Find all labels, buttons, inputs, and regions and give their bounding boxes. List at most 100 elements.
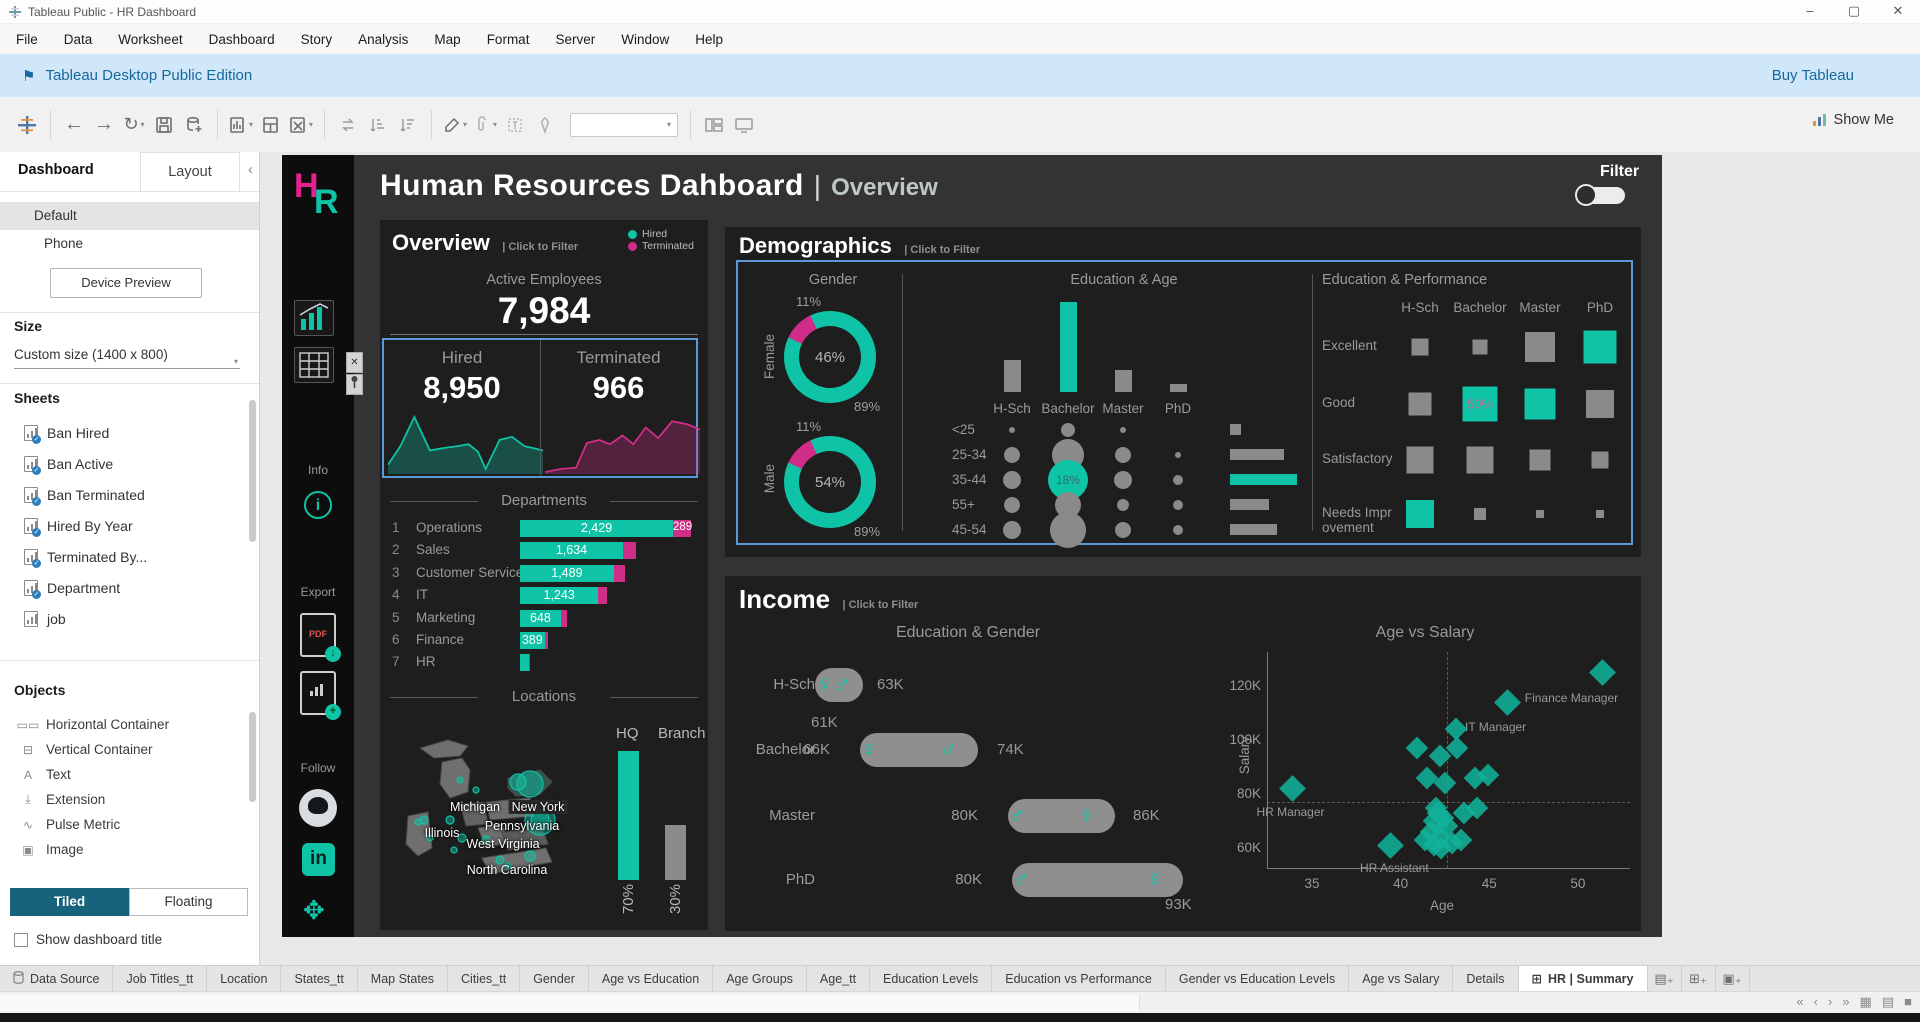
linkedin-icon[interactable]: in — [302, 843, 335, 876]
object-item-extension[interactable]: ⤓ Extension — [0, 787, 246, 812]
swap-axes-button[interactable] — [333, 108, 363, 142]
department-row[interactable]: 1 Operations 2,429 289 — [390, 520, 700, 538]
branch-bar[interactable] — [665, 824, 686, 880]
last-record-icon[interactable]: » — [1842, 994, 1850, 1009]
menu-help[interactable]: Help — [695, 31, 723, 47]
edu-age-row-bar[interactable] — [1230, 499, 1269, 510]
department-row[interactable]: 4 IT 1,243 — [390, 587, 700, 605]
department-row[interactable]: 7 HR — [390, 654, 700, 672]
show-me-button[interactable]: Show Me — [1812, 112, 1894, 128]
undo-redo-button[interactable]: ↻ ▾ — [123, 114, 145, 134]
tiled-button[interactable]: Tiled — [10, 888, 129, 916]
edu-perf-cell[interactable] — [1466, 446, 1494, 474]
gender-donut-female[interactable]: 46% — [784, 311, 876, 403]
hq-bar[interactable] — [618, 750, 639, 880]
department-terminated-bar[interactable] — [528, 654, 531, 672]
edu-age-bar-bachelor[interactable] — [1060, 302, 1077, 392]
sheet-tab-location[interactable]: Location — [207, 966, 282, 991]
move-handle-icon[interactable]: ✥ — [303, 895, 325, 925]
edu-age-dot[interactable] — [1004, 497, 1020, 513]
income-track[interactable] — [1012, 863, 1183, 897]
department-terminated-bar[interactable] — [560, 609, 567, 627]
sheet-tab-age-vs-salary[interactable]: Age vs Salary — [1349, 966, 1454, 991]
overview-panel[interactable]: Overview | Click to Filter Hired Terminat… — [380, 220, 708, 930]
income-panel[interactable]: Income | Click to Filter Education & Gen… — [725, 576, 1641, 931]
menu-data[interactable]: Data — [63, 31, 93, 47]
add-data-button[interactable] — [179, 108, 209, 142]
edu-age-dot[interactable] — [1003, 521, 1021, 539]
object-item-pulse-metric[interactable]: ∿ Pulse Metric — [0, 812, 246, 837]
gender-donut-male[interactable]: 54% — [784, 436, 876, 528]
object-item-vertical-container[interactable]: ⊟ Vertical Container — [0, 737, 246, 762]
fit-selector[interactable]: ▾ — [570, 108, 678, 142]
edu-age-dot[interactable] — [1009, 427, 1015, 433]
export-pdf-icon[interactable]: PDF ↓ — [300, 613, 341, 662]
department-hired-bar[interactable] — [520, 654, 529, 672]
sheets-scrollbar[interactable] — [249, 400, 256, 542]
demographics-container[interactable]: Gender Female Male Education & Age H-Sch… — [736, 260, 1633, 548]
tab-layout[interactable]: Layout — [140, 152, 240, 192]
objects-scrollbar[interactable] — [249, 712, 256, 802]
edu-age-dot[interactable] — [1173, 500, 1183, 510]
edu-age-dot[interactable] — [1061, 423, 1075, 437]
menu-worksheet[interactable]: Worksheet — [118, 31, 183, 47]
department-hired-bar[interactable]: 2,429 — [520, 520, 673, 537]
minimize-button[interactable]: – — [1806, 2, 1814, 18]
tableau-logo-icon[interactable] — [12, 108, 42, 142]
menu-server[interactable]: Server — [555, 31, 596, 47]
new-story-tab-button[interactable]: ▣₊ — [1716, 966, 1750, 991]
buy-tableau-link[interactable]: Buy Tableau — [1771, 67, 1854, 84]
menu-analysis[interactable]: Analysis — [358, 31, 409, 47]
sheet-tab-data-source[interactable]: Data Source — [0, 966, 114, 991]
edu-age-dot[interactable] — [1117, 499, 1129, 511]
show-cards-button[interactable] — [699, 108, 729, 142]
menu-window[interactable]: Window — [621, 31, 670, 47]
menu-format[interactable]: Format — [486, 31, 530, 47]
edu-perf-cell[interactable] — [1536, 510, 1544, 518]
sort-descending-button[interactable] — [393, 108, 423, 142]
sheet-tab-job-titles_tt[interactable]: Job Titles_tt — [113, 966, 208, 991]
sheet-item-hired-by-year[interactable]: ✓ Hired By Year — [0, 511, 246, 541]
edu-age-dot[interactable] — [1173, 525, 1183, 535]
scatter-point-finance-manager[interactable] — [1589, 659, 1617, 686]
department-hired-bar[interactable]: 648 — [520, 609, 561, 627]
sheet-item-ban-hired[interactable]: ✓ Ban Hired — [0, 418, 246, 448]
show-dashboard-title-checkbox[interactable] — [14, 932, 28, 947]
edu-age-dot[interactable] — [1004, 447, 1020, 463]
income-track[interactable] — [815, 668, 863, 702]
hired-terminated-container[interactable]: Hired 8,950 Terminated 966 — [382, 338, 700, 478]
sheet-tab-age_tt[interactable]: Age_tt — [807, 966, 871, 991]
income-track[interactable] — [860, 733, 978, 767]
maximize-button[interactable]: ▢ — [1847, 2, 1861, 18]
save-button[interactable] — [149, 108, 179, 142]
menu-story[interactable]: Story — [300, 31, 333, 47]
show-filmstrip-icon[interactable]: ▤ — [1881, 994, 1895, 1009]
sort-ascending-button[interactable] — [363, 108, 393, 142]
edu-age-bar-h-sch[interactable] — [1004, 360, 1021, 392]
close-button[interactable]: ✕ — [1892, 2, 1904, 18]
department-hired-bar[interactable]: 1,243 — [520, 587, 599, 605]
terminated-kpi[interactable]: Terminated 966 — [540, 340, 700, 476]
device-preview-button[interactable]: Device Preview — [50, 268, 202, 298]
device-mode-phone[interactable]: Phone — [44, 236, 84, 251]
chart-thumbnail-icon[interactable] — [294, 300, 334, 336]
department-terminated-bar[interactable] — [598, 587, 608, 605]
device-mode-default[interactable]: Default — [0, 202, 259, 230]
tab-dashboard[interactable]: Dashboard — [18, 162, 94, 178]
edu-perf-cell[interactable] — [1406, 500, 1434, 528]
demographics-panel[interactable]: Demographics | Click to Filter Gender Fe… — [725, 227, 1641, 557]
first-record-icon[interactable]: « — [1796, 994, 1804, 1009]
show-tabs-icon[interactable]: ▦ — [1859, 994, 1872, 1009]
income-track[interactable] — [1008, 799, 1115, 833]
edu-age-dot[interactable] — [1114, 471, 1132, 489]
edu-age-dot[interactable] — [1115, 522, 1131, 538]
previous-record-icon[interactable]: ‹ — [1813, 994, 1818, 1009]
edu-age-bar-master[interactable] — [1115, 370, 1132, 392]
sheet-item-terminated-by-[interactable]: ✓ Terminated By... — [0, 542, 246, 572]
sheet-tab-map-states[interactable]: Map States — [358, 966, 449, 991]
department-row[interactable]: 3 Customer Service 1,489 — [390, 564, 700, 583]
department-terminated-bar[interactable] — [622, 542, 636, 560]
sheet-tab-gender[interactable]: Gender — [520, 966, 589, 991]
size-selector[interactable]: Custom size (1400 x 800) ▾ — [14, 345, 240, 369]
